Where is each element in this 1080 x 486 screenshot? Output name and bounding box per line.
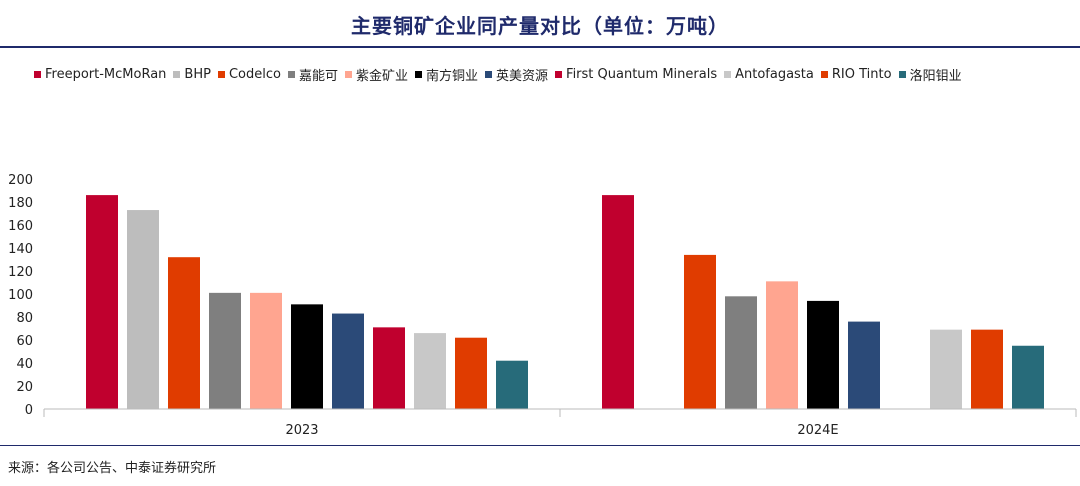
bar-英美资源-2024e xyxy=(848,321,880,409)
legend-label: 英美资源 xyxy=(496,69,549,84)
y-tick-label: 200 xyxy=(8,173,33,188)
y-tick-label: 180 xyxy=(8,196,33,211)
bar-antofagasta-2024e xyxy=(930,329,962,409)
legend-item: 嘉能可 xyxy=(287,65,338,84)
bar-洛阳钼业-2023 xyxy=(496,360,528,409)
legend-label: RIO Tinto xyxy=(831,67,892,82)
y-tick-label: 100 xyxy=(8,288,33,303)
legend-label: Antofagasta xyxy=(735,67,814,82)
legend-swatch xyxy=(173,71,181,78)
legend-item: 南方铜业 xyxy=(415,65,478,84)
legend-swatch xyxy=(898,71,906,78)
bar-first-quantum-minerals-2023 xyxy=(373,327,405,409)
bar-洛阳钼业-2024e xyxy=(1012,345,1044,409)
bar-chart: 0 20 40 60 80 100 120 140 160 180 200 2023 2024E xyxy=(8,173,1077,438)
source-divider xyxy=(0,445,1080,446)
legend-label: Freeport-McMoRan xyxy=(45,67,167,82)
bar-codelco-2024e xyxy=(684,254,716,409)
legend-item: Codelco xyxy=(217,65,281,84)
legend-item: First Quantum Minerals xyxy=(555,65,717,84)
y-tick-label: 120 xyxy=(8,265,33,280)
y-tick-label: 80 xyxy=(16,311,33,326)
bar-rio-tinto-2023 xyxy=(455,337,487,409)
chart-title: 主要铜矿企业同产量对比（单位：万吨） xyxy=(351,14,729,38)
legend-swatch xyxy=(217,71,225,78)
legend-item: BHP xyxy=(173,65,211,84)
bar-嘉能可-2024e xyxy=(725,296,757,409)
legend-label: 南方铜业 xyxy=(426,69,479,84)
legend-label: First Quantum Minerals xyxy=(566,67,718,82)
y-tick-label: 40 xyxy=(16,357,33,372)
legend-label: Codelco xyxy=(228,67,281,82)
legend-swatch xyxy=(344,71,352,78)
legend-swatch xyxy=(34,71,41,78)
x-category-label: 2023 xyxy=(285,423,318,438)
y-tick-label: 60 xyxy=(16,334,33,349)
legend-label: 紫金矿业 xyxy=(355,69,408,84)
legend-swatch xyxy=(287,71,295,78)
y-tick-label: 0 xyxy=(25,403,33,418)
legend-label: BHP xyxy=(184,67,211,82)
bar-嘉能可-2023 xyxy=(209,292,241,409)
legend-swatch xyxy=(820,71,828,78)
y-tick-label: 160 xyxy=(8,219,33,234)
legend-label: 洛阳钼业 xyxy=(909,69,962,84)
bar-紫金矿业-2024e xyxy=(766,281,798,409)
legend-swatch xyxy=(415,71,422,78)
legend-item: 洛阳钼业 xyxy=(898,65,962,84)
bar-rio-tinto-2024e xyxy=(971,329,1003,409)
source-note: 来源：各公司公告、中泰证券研究所 xyxy=(8,461,217,476)
legend-item: Antofagasta xyxy=(724,65,814,84)
legend-swatch xyxy=(555,71,563,78)
bar-antofagasta-2023 xyxy=(414,333,446,409)
bar-紫金矿业-2023 xyxy=(250,292,282,409)
legend-item: 英美资源 xyxy=(485,65,548,84)
bar-freeport-mcmoran-2023 xyxy=(86,195,118,409)
legend-label: 嘉能可 xyxy=(298,69,338,84)
legend-swatch xyxy=(724,71,732,78)
legend-swatch xyxy=(485,71,493,78)
bar-bhp-2023 xyxy=(127,210,159,409)
legend-item: RIO Tinto xyxy=(820,65,892,84)
legend-item: 紫金矿业 xyxy=(344,65,408,84)
legend-item: Freeport-McMoRan xyxy=(34,65,166,84)
y-tick-label: 20 xyxy=(16,380,33,395)
bar-南方铜业-2024e xyxy=(807,300,839,409)
y-tick-label: 140 xyxy=(8,242,33,257)
title-divider xyxy=(0,46,1080,48)
chart-legend: Freeport-McMoRan BHP Codelco 嘉能可 紫金矿业 南方铜业 英美资… xyxy=(34,65,1074,84)
bar-freeport-mcmoran-2024e xyxy=(602,195,634,409)
bar-英美资源-2023 xyxy=(332,313,364,409)
bar-南方铜业-2023 xyxy=(291,304,323,409)
x-category-label: 2024E xyxy=(797,423,838,438)
bar-codelco-2023 xyxy=(168,257,200,409)
